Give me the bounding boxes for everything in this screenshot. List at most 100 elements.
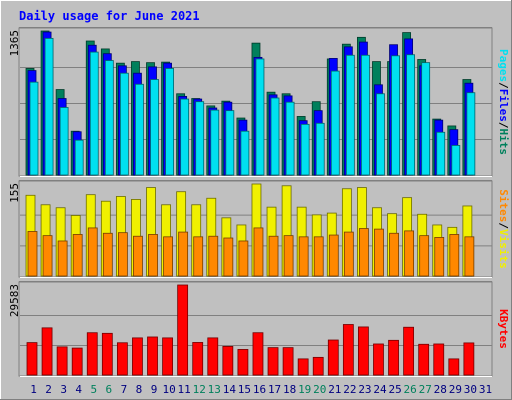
x-tick-label: 20 [313, 383, 326, 396]
bar-sites-day-2 [42, 235, 53, 277]
bar-kbytes-day-17 [267, 347, 279, 376]
x-tick-label: 18 [283, 383, 296, 396]
bar-sites-day-8 [133, 235, 143, 277]
x-tick-label: 21 [328, 383, 341, 396]
bar-pages-day-15 [240, 130, 250, 176]
bar-sites-day-23 [359, 228, 369, 277]
bar-pages-day-9 [150, 79, 159, 176]
bar-kbytes-day-3 [56, 346, 68, 376]
x-tick-label: 16 [253, 383, 266, 396]
bar-kbytes-day-8 [132, 337, 143, 376]
bar-sites-day-19 [298, 236, 309, 277]
bar-pages-day-3 [59, 107, 69, 176]
x-tick-label: 15 [238, 383, 251, 396]
legend-pages: Pages [497, 49, 510, 82]
legend-visits: Visits [497, 229, 510, 269]
bar-sites-day-28 [434, 237, 445, 277]
bar-kbytes-day-19 [297, 358, 309, 376]
legend-label: Pages/Files/Hits [497, 49, 510, 155]
series-kbytes [26, 284, 475, 376]
bar-sites-day-6 [102, 232, 113, 277]
bar-pages-day-30 [466, 92, 476, 176]
bar-kbytes-day-29 [448, 358, 460, 376]
bar-pages-day-24 [376, 93, 385, 176]
bar-pages-day-10 [165, 68, 174, 176]
bar-pages-day-28 [436, 131, 446, 176]
bar-sites-day-9 [148, 234, 158, 277]
bar-pages-day-20 [315, 122, 325, 176]
bar-pages-day-29 [451, 145, 461, 176]
bar-sites-day-4 [72, 234, 83, 277]
bar-kbytes-day-2 [41, 327, 53, 376]
bar-kbytes-day-10 [162, 337, 173, 376]
bar-kbytes-day-7 [116, 342, 128, 376]
legend-separator: / [497, 222, 510, 229]
x-tick-label: 7 [121, 383, 128, 396]
legend-separator: / [497, 82, 510, 89]
bar-sites-day-26 [404, 230, 415, 277]
bar-sites-day-15 [238, 240, 249, 277]
bar-pages-day-23 [361, 54, 370, 176]
bar-sites-day-27 [419, 235, 430, 277]
x-axis-day-labels: 1 2 3 4 5 6 7 8 9 10 11 12 13 14 15 16 17 18 19 20 21 22 23 24 2… [30, 383, 492, 396]
x-tick-label: 6 [106, 383, 113, 396]
bar-sites-day-10 [163, 236, 173, 277]
bar-kbytes-day-25 [388, 339, 399, 376]
panel-kbytes: 29583 KBytes [8, 281, 510, 377]
bar-pages-day-18 [285, 101, 295, 176]
bar-sites-day-20 [313, 236, 324, 277]
bar-kbytes-day-1 [26, 342, 38, 376]
legend-kbytes: KBytes [497, 309, 510, 349]
bar-kbytes-day-27 [418, 343, 430, 376]
bar-sites-day-29 [449, 234, 460, 277]
bar-sites-day-12 [193, 236, 204, 277]
bar-sites-day-16 [253, 227, 264, 277]
bar-kbytes-day-16 [252, 332, 264, 376]
x-tick-label: 4 [75, 383, 82, 396]
bar-kbytes-day-23 [358, 326, 369, 376]
x-tick-label: 9 [151, 383, 158, 396]
x-tick-label: 5 [90, 383, 97, 396]
bar-kbytes-day-13 [207, 337, 219, 376]
x-tick-label: 26 [404, 383, 417, 396]
bar-sites-day-25 [389, 232, 399, 277]
y-max-label: 29583 [8, 284, 21, 317]
x-tick-label: 1 [30, 383, 37, 396]
panel-hits-files-pages: 1365 Pages/Files/Hits [8, 27, 510, 177]
x-tick-label: 11 [178, 383, 191, 396]
bar-pages-day-4 [74, 139, 84, 176]
x-tick-label: 24 [373, 383, 387, 396]
bar-sites-day-1 [27, 231, 38, 277]
bar-sites-day-30 [464, 236, 475, 277]
bar-sites-day-24 [374, 228, 384, 277]
chart-title: Daily usage for June 2021 [19, 9, 200, 23]
bar-kbytes-day-11 [177, 284, 189, 376]
x-tick-label: 14 [223, 383, 237, 396]
series-pages [29, 37, 476, 176]
bar-pages-day-25 [391, 55, 400, 176]
x-tick-label: 29 [449, 383, 462, 396]
bar-kbytes-day-5 [86, 332, 98, 376]
bar-sites-day-22 [343, 231, 354, 277]
bar-pages-day-27 [421, 62, 431, 176]
bar-pages-day-21 [330, 70, 340, 176]
bar-sites-day-7 [117, 232, 128, 277]
bar-sites-day-17 [268, 235, 279, 277]
bar-sites-day-14 [223, 237, 234, 277]
series-sites [27, 227, 475, 277]
bar-kbytes-day-4 [71, 347, 83, 376]
bar-sites-day-18 [283, 235, 294, 277]
bar-kbytes-day-30 [463, 342, 475, 376]
bar-pages-day-16 [255, 58, 265, 176]
bar-pages-day-1 [29, 81, 39, 176]
x-tick-label: 2 [45, 383, 52, 396]
bar-sites-day-13 [208, 235, 219, 277]
legend-sites: Sites [497, 189, 510, 222]
legend-files: Files [497, 89, 510, 122]
y-max-label: 1365 [8, 30, 21, 57]
bar-pages-day-7 [119, 72, 129, 176]
x-tick-label: 27 [419, 383, 432, 396]
x-tick-label: 23 [358, 383, 371, 396]
x-tick-label: 28 [434, 383, 447, 396]
bar-kbytes-day-28 [433, 343, 445, 376]
